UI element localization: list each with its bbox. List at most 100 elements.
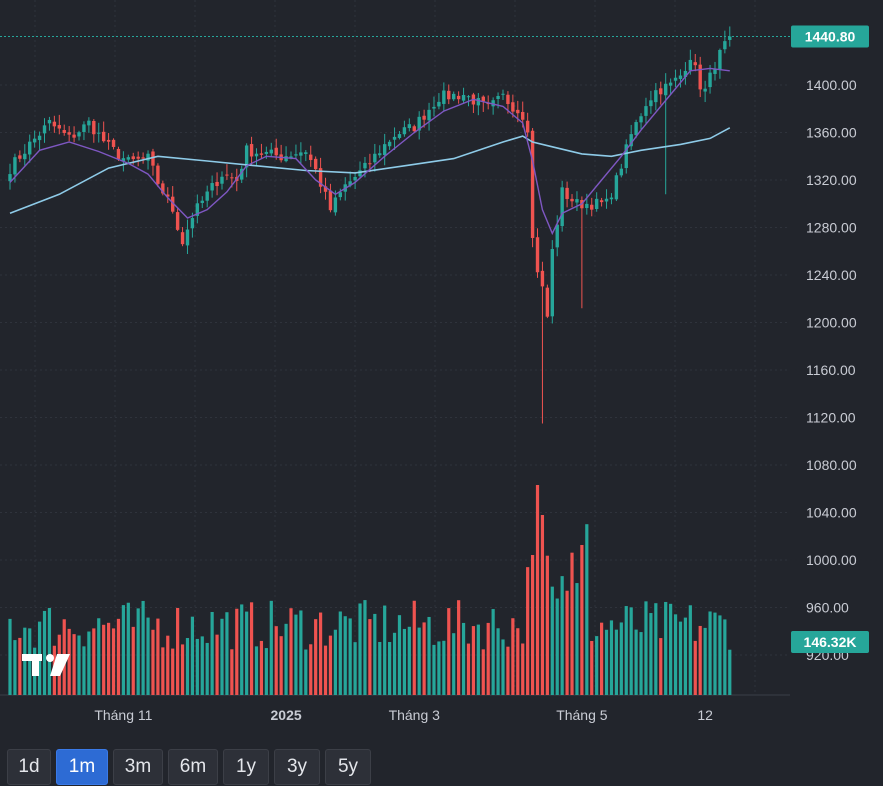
candle-body[interactable]	[639, 116, 643, 123]
candle-body[interactable]	[259, 153, 264, 155]
candle-body[interactable]	[368, 163, 372, 165]
candle-body[interactable]	[101, 131, 106, 142]
candle-body[interactable]	[698, 64, 702, 90]
candle-body[interactable]	[392, 136, 397, 140]
candle-body[interactable]	[382, 144, 387, 156]
candle-body[interactable]	[254, 153, 259, 157]
candle-body[interactable]	[555, 224, 559, 248]
candle-body[interactable]	[57, 125, 61, 129]
candle-body[interactable]	[289, 156, 293, 158]
candle-body[interactable]	[37, 135, 42, 141]
candle-body[interactable]	[240, 168, 244, 180]
candle-body[interactable]	[506, 94, 510, 104]
candle-body[interactable]	[121, 158, 126, 162]
timeframe-button-3m[interactable]: 3m	[113, 749, 163, 785]
candle-body[interactable]	[585, 203, 589, 209]
candle-body[interactable]	[215, 181, 219, 187]
price-chart[interactable]: 920.00 960.00 1000.00 1040.00 1080.00 1120.00…	[0, 0, 883, 740]
candle-body[interactable]	[205, 191, 209, 201]
candle-body[interactable]	[220, 176, 224, 184]
candle-body[interactable]	[590, 204, 594, 210]
candle-body[interactable]	[18, 155, 22, 159]
candle-body[interactable]	[668, 82, 673, 86]
candle-body[interactable]	[313, 158, 318, 170]
candle-body[interactable]	[609, 197, 614, 200]
candle-body[interactable]	[111, 139, 116, 147]
candle-body[interactable]	[673, 77, 678, 81]
candle-body[interactable]	[545, 287, 550, 317]
candle-body[interactable]	[62, 130, 66, 133]
candle-body[interactable]	[481, 96, 485, 102]
timeframe-button-1d[interactable]: 1d	[7, 749, 51, 785]
candle-body[interactable]	[511, 102, 515, 112]
candle-body[interactable]	[151, 151, 155, 166]
candle-body[interactable]	[708, 72, 712, 88]
candle-body[interactable]	[274, 147, 278, 156]
candle-body[interactable]	[540, 270, 545, 287]
candle-body[interactable]	[427, 109, 431, 121]
candle-body[interactable]	[249, 144, 254, 157]
candle-body[interactable]	[535, 237, 540, 273]
timeframe-button-6m[interactable]: 6m	[168, 749, 218, 785]
candle-body[interactable]	[604, 198, 609, 202]
candle-body[interactable]	[318, 168, 323, 187]
candle-body[interactable]	[304, 152, 308, 154]
candle-body[interactable]	[501, 93, 505, 95]
candle-body[interactable]	[461, 95, 466, 101]
candle-body[interactable]	[496, 95, 500, 100]
candle-body[interactable]	[323, 186, 328, 192]
candle-body[interactable]	[67, 132, 71, 135]
candle-body[interactable]	[87, 120, 91, 126]
candle-body[interactable]	[624, 144, 628, 169]
candle-body[interactable]	[407, 124, 412, 129]
candle-body[interactable]	[190, 218, 195, 229]
candle-body[interactable]	[644, 106, 648, 116]
candle-body[interactable]	[378, 153, 382, 156]
candle-body[interactable]	[491, 100, 495, 107]
candle-body[interactable]	[693, 62, 697, 66]
candle-body[interactable]	[476, 98, 481, 106]
candle-body[interactable]	[200, 200, 204, 203]
candle-body[interactable]	[175, 212, 180, 230]
candle-body[interactable]	[180, 232, 185, 245]
candle-body[interactable]	[437, 101, 441, 107]
candle-body[interactable]	[447, 90, 451, 100]
candle-body[interactable]	[136, 156, 140, 159]
candle-body[interactable]	[634, 122, 638, 136]
candle-body[interactable]	[42, 125, 47, 134]
candle-body[interactable]	[466, 96, 471, 98]
candle-body[interactable]	[452, 93, 456, 100]
candle-body[interactable]	[363, 162, 367, 169]
candle-body[interactable]	[432, 106, 436, 109]
candle-body[interactable]	[8, 174, 12, 182]
candle-body[interactable]	[156, 165, 160, 184]
candle-body[interactable]	[703, 88, 707, 92]
candle-body[interactable]	[13, 157, 17, 175]
candle-body[interactable]	[166, 194, 170, 197]
candle-body[interactable]	[358, 170, 362, 177]
candle-body[interactable]	[649, 100, 653, 107]
candle-body[interactable]	[353, 176, 357, 181]
timeframe-button-1y[interactable]: 1y	[223, 749, 269, 785]
candle-body[interactable]	[328, 190, 333, 211]
candle-body[interactable]	[560, 187, 564, 227]
candle-body[interactable]	[77, 132, 81, 137]
candle-body[interactable]	[284, 156, 288, 162]
candle-body[interactable]	[185, 229, 190, 246]
timeframe-button-5y[interactable]: 5y	[325, 749, 371, 785]
candle-body[interactable]	[521, 111, 525, 120]
candle-body[interactable]	[412, 126, 416, 132]
candle-body[interactable]	[47, 119, 52, 124]
candle-body[interactable]	[28, 141, 32, 155]
candle-body[interactable]	[442, 90, 446, 104]
candle-body[interactable]	[659, 88, 663, 95]
candle-body[interactable]	[210, 183, 214, 191]
candle-body[interactable]	[161, 183, 165, 194]
tradingview-logo[interactable]	[22, 654, 70, 676]
candle-body[interactable]	[225, 174, 229, 176]
candle-body[interactable]	[23, 153, 27, 160]
candle-body[interactable]	[654, 90, 658, 103]
candle-body[interactable]	[32, 138, 37, 143]
candle-body[interactable]	[723, 41, 727, 50]
candle-body[interactable]	[550, 249, 554, 317]
